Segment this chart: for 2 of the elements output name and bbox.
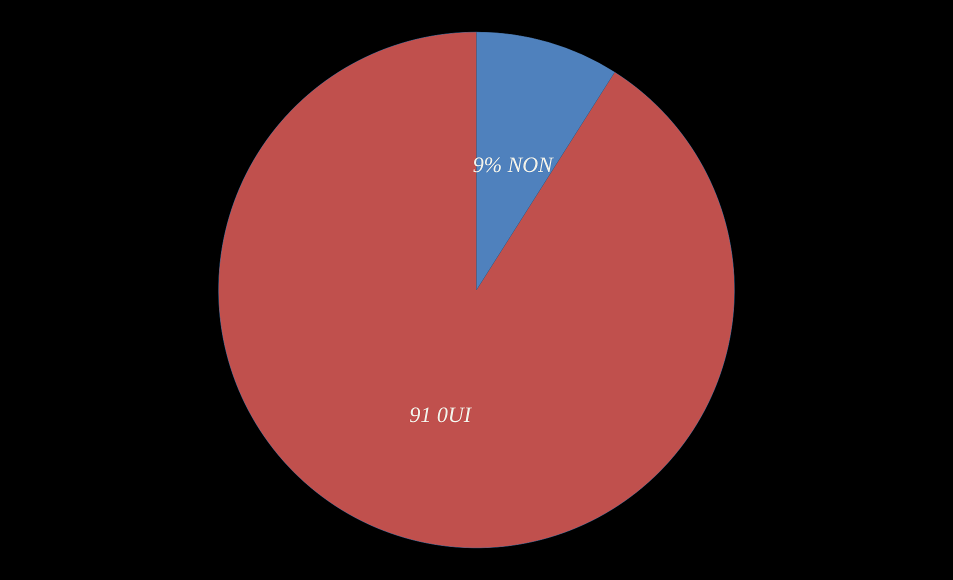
- slice-label: 91 0UI: [409, 402, 473, 427]
- pie-slice: [218, 32, 735, 548]
